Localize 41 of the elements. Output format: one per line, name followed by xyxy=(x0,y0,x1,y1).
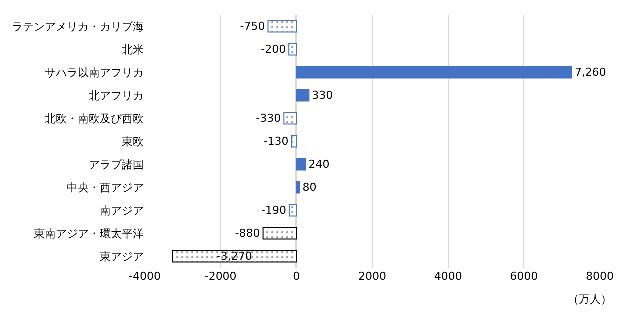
data-label: -200 xyxy=(261,43,286,56)
data-label: -330 xyxy=(256,112,282,125)
y-tick-label: 北米 xyxy=(122,43,144,56)
data-label: -3,270 xyxy=(216,250,252,263)
x-tick-label: 0 xyxy=(293,270,300,283)
bar xyxy=(288,204,298,217)
x-tick-label: 6000 xyxy=(510,270,538,283)
bar xyxy=(284,112,298,125)
y-tick-label: 北欧・南欧及び西欧 xyxy=(45,112,144,126)
data-label: -750 xyxy=(240,20,266,33)
data-label: -880 xyxy=(235,227,260,240)
bar xyxy=(288,43,298,56)
data-label: 7,260 xyxy=(574,66,606,79)
x-axis-title: （万人） xyxy=(568,293,612,306)
data-label: -130 xyxy=(264,135,289,148)
bar xyxy=(268,20,298,33)
x-tick-label: -2000 xyxy=(204,270,237,283)
y-tick-label: 東アジア xyxy=(100,250,144,264)
x-tick-label: 2000 xyxy=(358,270,386,283)
data-label: 330 xyxy=(312,89,334,102)
y-tick-label: 東欧 xyxy=(122,135,144,148)
y-tick-label: 東南アジア・環太平洋 xyxy=(34,227,144,240)
y-tick-label: 南アジア xyxy=(100,204,144,218)
data-label: -190 xyxy=(261,204,286,217)
bar xyxy=(291,135,298,148)
bar xyxy=(262,227,298,240)
y-tick-label: 北アフリカ xyxy=(89,89,144,102)
bar xyxy=(296,158,306,171)
y-tick-label: ラテンアメリカ・カリブ海 xyxy=(12,20,144,34)
data-label: 80 xyxy=(302,181,317,194)
y-tick-label: サハラ以南アフリカ xyxy=(45,66,144,80)
y-tick-label: アラブ諸国 xyxy=(89,158,144,172)
y-tick-label: 中央・西アジア xyxy=(67,181,144,194)
bar xyxy=(172,250,298,263)
x-tick-label: 8000 xyxy=(586,270,614,283)
data-label: 240 xyxy=(308,158,330,171)
x-tick-label: 4000 xyxy=(434,270,462,283)
bar xyxy=(296,181,300,194)
bar xyxy=(296,66,572,79)
x-tick-label: -4000 xyxy=(129,270,161,283)
bar xyxy=(296,89,310,102)
